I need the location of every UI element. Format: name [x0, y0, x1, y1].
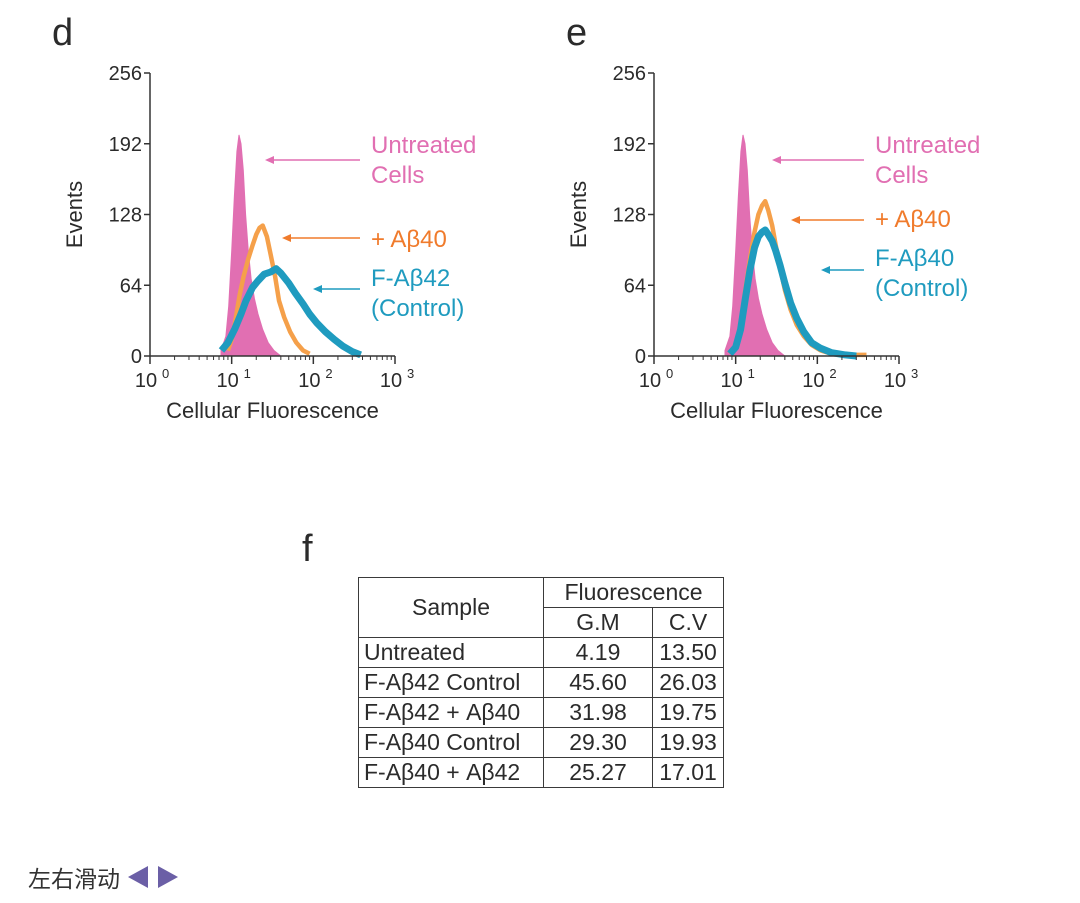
x-tick-exponent: 3 [911, 366, 918, 381]
x-tick-label: 10 [884, 370, 906, 392]
cv-cell: 17.01 [652, 757, 724, 788]
gm-cell: 25.27 [543, 757, 653, 788]
y-tick-label: 64 [624, 275, 646, 297]
sample-cell: F-Aβ42 + Aβ40 [358, 697, 544, 728]
x-tick-exponent: 1 [748, 366, 755, 381]
gm-cell: 4.19 [543, 637, 653, 668]
arrowhead-icon [282, 234, 291, 242]
table-row: F-Aβ42 + Aβ40 31.98 19.75 [358, 697, 724, 728]
series-line-2 [727, 226, 857, 360]
y-axis-title: Events [62, 181, 87, 248]
table-header-row: Sample Fluorescence [358, 577, 724, 638]
x-axis-title: Cellular Fluorescence [670, 398, 883, 423]
y-axis-title: Events [566, 181, 591, 248]
x-tick-label: 10 [380, 370, 402, 392]
table-row: F-Aβ40 Control 29.30 19.93 [358, 727, 724, 758]
gm-cell: 29.30 [543, 727, 653, 758]
annotation-label: Cells [875, 162, 928, 189]
arrowhead-icon [772, 156, 781, 164]
sample-cell: F-Aβ42 Control [358, 667, 544, 698]
triangle-right-icon[interactable] [158, 866, 178, 888]
fluorescence-header: Fluorescence [543, 577, 724, 608]
x-tick-exponent: 3 [407, 366, 414, 381]
x-tick-label: 10 [639, 370, 661, 392]
y-tick-label: 64 [120, 275, 142, 297]
cv-cell: 19.75 [652, 697, 724, 728]
annotation-label: (Control) [875, 275, 968, 302]
y-tick-label: 256 [613, 63, 646, 85]
y-tick-label: 128 [613, 205, 646, 227]
y-tick-label: 128 [109, 205, 142, 227]
annotation-label: (Control) [371, 295, 464, 322]
table-row: Untreated 4.19 13.50 [358, 637, 724, 668]
annotation-label: + Aβ40 [875, 206, 951, 233]
annotation-label: F-Aβ40 [875, 245, 954, 272]
arrowhead-icon [313, 285, 322, 293]
y-tick-label: 0 [131, 346, 142, 368]
cv-header: C.V [652, 607, 724, 638]
cv-cell: 26.03 [652, 667, 724, 698]
annotation-label: F-Aβ42 [371, 265, 450, 292]
panel-letter-e: e [566, 12, 588, 54]
gm-header: G.M [543, 607, 653, 638]
y-tick-label: 0 [635, 346, 646, 368]
fluorescence-table: Sample Fluorescence G.M C.V Untreated 4.… [358, 577, 724, 788]
x-tick-label: 10 [217, 370, 239, 392]
arrowhead-icon [265, 156, 274, 164]
swipe-hint-label: 左右滑动 [28, 866, 120, 892]
annotation-label: + Aβ40 [371, 226, 447, 253]
panel-letter-f: f [302, 528, 313, 570]
annotation-label: Untreated [875, 132, 980, 159]
x-tick-label: 10 [298, 370, 320, 392]
x-tick-exponent: 1 [244, 366, 251, 381]
cv-cell: 19.93 [652, 727, 724, 758]
histogram-chart-e: 0 64 128 192 256 10 0 10 1 10 2 10 3 Cellular Fluores… [554, 0, 1074, 450]
panel-letter-d: d [52, 12, 74, 54]
x-tick-exponent: 2 [829, 366, 836, 381]
annotation-label: Untreated [371, 132, 476, 159]
x-tick-label: 10 [721, 370, 743, 392]
series-area-untreated [724, 134, 787, 357]
triangle-left-icon[interactable] [128, 866, 148, 888]
arrowhead-icon [791, 216, 800, 224]
x-tick-exponent: 2 [325, 366, 332, 381]
series-line-1 [225, 223, 311, 356]
table-row: F-Aβ40 + Aβ42 25.27 17.01 [358, 757, 724, 788]
cv-cell: 13.50 [652, 637, 724, 668]
table-row: F-Aβ42 Control 45.60 26.03 [358, 667, 724, 698]
series-line-2 [218, 265, 362, 359]
sample-cell: Untreated [358, 637, 544, 668]
gm-cell: 31.98 [543, 697, 653, 728]
swipe-hint: 左右滑动 [28, 860, 178, 894]
y-tick-label: 192 [613, 134, 646, 156]
annotation-label: Cells [371, 162, 424, 189]
x-tick-exponent: 0 [666, 366, 673, 381]
arrowhead-icon [821, 266, 830, 274]
y-tick-label: 192 [109, 134, 142, 156]
sample-cell: F-Aβ40 Control [358, 727, 544, 758]
sample-header: Sample [358, 577, 544, 638]
y-tick-label: 256 [109, 63, 142, 85]
x-tick-exponent: 0 [162, 366, 169, 381]
x-tick-label: 10 [135, 370, 157, 392]
series-area-untreated [220, 134, 283, 357]
x-tick-label: 10 [802, 370, 824, 392]
histogram-chart-d: 0 64 128 192 256 10 0 10 1 10 2 10 3 Cellular Fluores… [50, 0, 570, 450]
x-axis-title: Cellular Fluorescence [166, 398, 379, 423]
gm-cell: 45.60 [543, 667, 653, 698]
sample-cell: F-Aβ40 + Aβ42 [358, 757, 544, 788]
